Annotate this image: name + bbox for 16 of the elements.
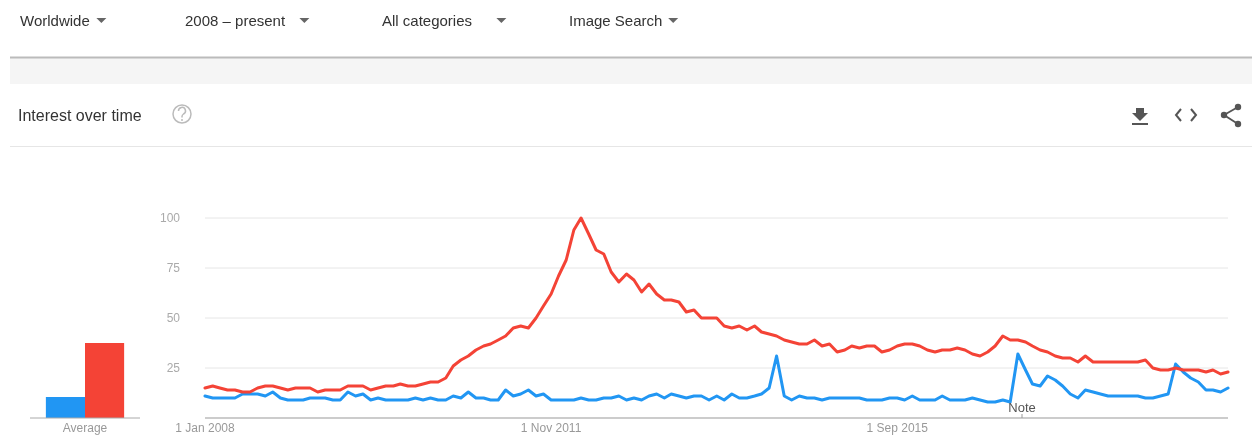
y-tick-label: 50 bbox=[166, 311, 181, 325]
annotation: Note bbox=[1008, 400, 1036, 415]
y-tick-label: 25 bbox=[166, 361, 181, 375]
text: Worldwide bbox=[20, 12, 90, 29]
text: All categories bbox=[382, 12, 473, 29]
y-tick-label: 100 bbox=[159, 211, 181, 225]
text: 2008 – present bbox=[185, 12, 286, 29]
x-tick-label: 1 Nov 2011 bbox=[520, 421, 582, 435]
x-tick-label: 1 Jan 2008 bbox=[175, 421, 236, 435]
line-series bbox=[203, 216, 1230, 394]
line-series bbox=[203, 352, 1230, 404]
chart-title: Interest over time bbox=[18, 107, 142, 124]
x-tick-label: Average bbox=[62, 421, 108, 435]
y-tick-label: 75 bbox=[166, 261, 181, 275]
text: Image Search bbox=[569, 12, 663, 29]
x-tick-label: 1 Sep 2015 bbox=[866, 421, 929, 435]
